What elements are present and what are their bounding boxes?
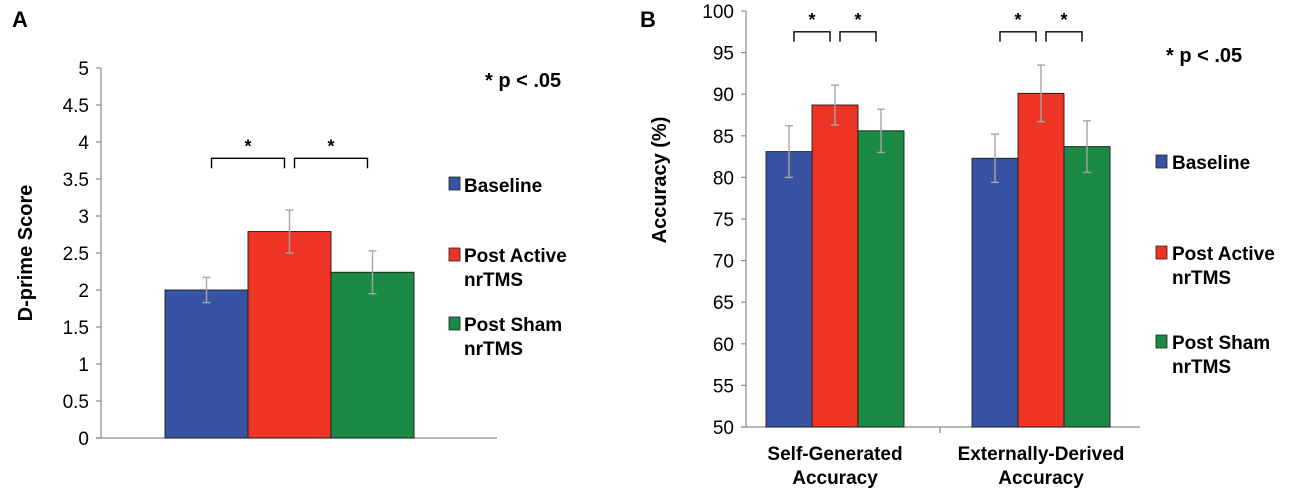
panel-a-legend-swatch-post-sham [448,316,461,331]
panel-a-legend-label-post-sham: Post Sham nrTMS [464,315,562,360]
panel-b-p-value-note: * p < .05 [1166,45,1242,67]
panel-b-y-tick-label: 65 [713,293,734,314]
panel-a-y-tick-label: 4 [78,133,89,154]
panel-a-y-tick-label: 3 [78,207,89,228]
panel-b-significance-bracket [793,31,831,42]
panel-a-bar-post-active [247,231,332,439]
panel-b-y-tick-label: 70 [713,252,734,273]
panel-a-y-tick-label: 3.5 [63,170,89,191]
panel-b-y-tick-label: 60 [713,335,734,356]
panel-b-significance-star: * [1060,10,1067,30]
panel-b-y-tick-label: 75 [713,210,734,231]
panel-a-legend-label-post-active: Post Active nrTMS [464,246,567,291]
panel-b-y-tick-label: 95 [713,44,734,65]
panel-a-y-tick-label: 2 [78,281,89,302]
panel-b-significance: * * * * [793,10,1083,42]
panel-b-y-tick-label: 50 [713,418,734,439]
panel-b-bar-post-sham-cat-1 [1063,146,1111,428]
panel-b-significance-bracket [999,31,1037,42]
panel-b: B 50 55 60 65 70 75 80 85 90 95 100 Accuracy (%) *… [640,2,1275,489]
panel-b-bar-post-sham-cat-0 [857,130,905,428]
panel-b-legend-label-post-sham: Post Sham nrTMS [1172,333,1270,378]
panel-a-legend: Baseline Post Active nrTMS Post Sham nrTMS [448,176,567,360]
panel-a-significance-star: * [244,136,251,156]
panel-a-y-axis-title: D-prime Score [15,185,37,322]
panel-a-y-tick-label: 0 [78,429,89,450]
panel-b-bar-post-active-cat-0 [811,104,859,428]
panel-a-bar-post-sham [330,271,415,439]
panel-b-significance-bracket [839,31,877,42]
panel-b-category-label-externally-derived: Externally-Derived Accuracy [958,444,1125,489]
panel-a-ticks: 0 0.5 1 1.5 2 2.5 3 3.5 4 4.5 5 [63,59,101,450]
panel-a-y-tick-label: 0.5 [63,392,89,413]
panel-a-y-tick-label: 1.5 [63,318,89,339]
panel-a-p-value-note: * p < .05 [485,70,561,92]
panel-a-legend-swatch-post-active [448,247,461,262]
panel-b-legend-label-post-active: Post Active nrTMS [1172,244,1275,289]
panel-b-significance-star: * [854,10,861,30]
panel-a: A 00.511.522.533.544.55 D-prime Score * *… [12,7,567,450]
panel-b-legend: Baseline Post Active nrTMS Post Sham nrTMS [1155,153,1275,378]
panel-a-significance-star: * [327,136,334,156]
panel-a-significance: * * [210,136,369,169]
panel-b-legend-swatch-post-active [1155,245,1168,260]
panel-b-y-tick-label: 90 [713,85,734,106]
panel-a-significance-bracket [210,157,286,169]
panel-a-y-tick-label: 4.5 [63,96,89,117]
panel-b-category-label-self-generated: Self-Generated Accuracy [767,444,902,489]
panel-b-significance-star: * [1014,10,1021,30]
panel-b-y-tick-label: 80 [713,168,734,189]
panel-b-y-axis-title: Accuracy (%) [649,117,671,244]
panel-b-y-tick-label: 85 [713,127,734,148]
panel-b-bar-post-active-cat-1 [1017,92,1065,428]
panel-a-bar-baseline [164,289,249,439]
panel-b-significance-bracket [1045,31,1083,42]
panel-b-bar-baseline-cat-0 [765,151,813,428]
panel-b-y-tick-label: 55 [713,376,734,397]
panel-a-y-tick-label: 5 [78,59,89,80]
panel-a-bars [164,209,415,439]
panel-b-y-tick-label: 100 [702,2,734,23]
panel-b-legend-label-baseline: Baseline [1172,153,1250,174]
panel-b-letter: B [640,7,656,32]
panel-b-ticks: 50 55 60 65 70 75 80 85 90 95 100 [702,2,746,439]
panel-b-legend-swatch-post-sham [1155,334,1168,349]
panel-a-legend-swatch-baseline [448,176,461,191]
panel-a-letter: A [12,7,28,32]
panel-a-y-tick-label: 1 [78,355,89,376]
panel-a-significance-bracket [293,157,369,169]
panel-a-legend-label-baseline: Baseline [464,176,542,197]
panel-b-bars [765,64,1111,428]
panel-b-bar-baseline-cat-1 [971,157,1019,428]
panel-b-legend-swatch-baseline [1155,154,1168,169]
panel-a-y-tick-label: 2.5 [63,244,89,265]
panel-b-significance-star: * [808,10,815,30]
